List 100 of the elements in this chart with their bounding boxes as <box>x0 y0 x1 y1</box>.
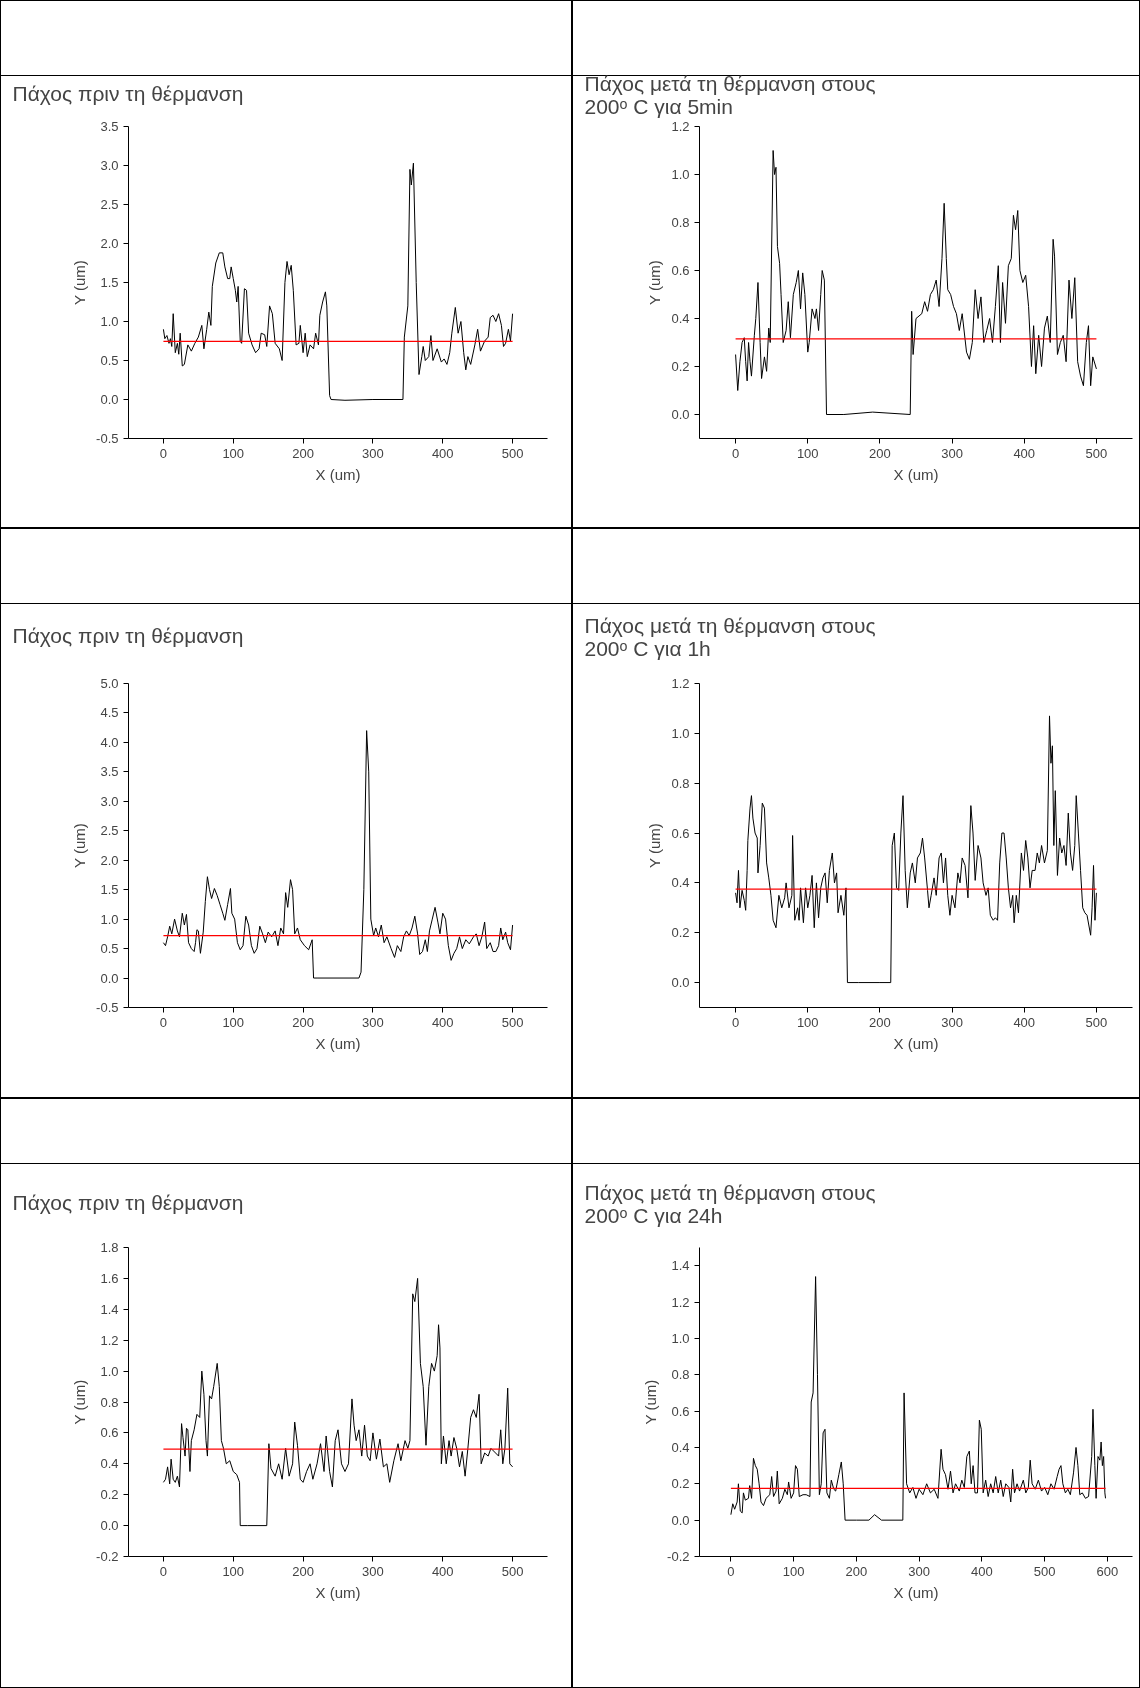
y-tick-label: 0.4 <box>100 1456 119 1472</box>
y-tick-label: 3.5 <box>100 764 119 780</box>
y-tick-label: -0.5 <box>96 431 119 446</box>
x-tick-label: 0 <box>731 445 740 461</box>
y-tick-label: 4.5 <box>100 705 119 721</box>
x-tick-label: 400 <box>431 445 454 461</box>
x-tick-label: 200 <box>845 1563 868 1579</box>
x-tick-label: 100 <box>796 1014 819 1030</box>
x-tick-label: 400 <box>971 1563 993 1579</box>
x-axis-title: X (um) <box>893 1583 939 1601</box>
y-tick-label: 4.0 <box>100 734 119 750</box>
y-tick-label: -0.2 <box>96 1549 119 1564</box>
y-tick-label: 1.2 <box>671 1294 690 1310</box>
y-tick-label: 0.6 <box>671 263 690 278</box>
y-tick-label: -0.2 <box>667 1549 690 1564</box>
y-tick-label: 1.0 <box>100 911 119 927</box>
x-tick-label: 0 <box>731 1014 740 1030</box>
x-tick-label: 400 <box>1013 1014 1036 1030</box>
y-axis-title: Y (um) <box>646 823 664 868</box>
y-tick-label: 3.0 <box>100 793 119 809</box>
y-tick-label: 0.8 <box>100 1394 119 1410</box>
x-tick-label: 500 <box>501 1563 524 1579</box>
y-tick-label: 0.4 <box>671 875 690 891</box>
x-tick-label: 200 <box>869 1014 891 1030</box>
y-tick-label: 0.0 <box>671 1512 690 1528</box>
y-tick-label: 1.0 <box>100 314 119 329</box>
y-axis-title: Y (um) <box>642 1379 660 1425</box>
x-tick-label: 100 <box>222 445 245 461</box>
x-tick-label: 400 <box>431 1014 454 1030</box>
y-tick-label: 0.0 <box>100 1518 119 1534</box>
y-tick-label: 2.0 <box>100 852 119 868</box>
y-tick-label: 5.0 <box>100 676 119 691</box>
y-tick-label: 0.6 <box>671 825 690 841</box>
y-tick-label: 0.8 <box>671 1367 690 1383</box>
y-tick-label: 0.5 <box>100 353 119 368</box>
x-tick-label: 100 <box>782 1563 805 1579</box>
x-tick-label: 300 <box>362 1014 384 1030</box>
x-tick-label: 300 <box>362 1563 384 1579</box>
y-tick-label: 1.5 <box>100 882 119 898</box>
y-tick-label: 0.0 <box>100 392 119 407</box>
y-tick-label: 3.5 <box>100 119 119 134</box>
x-tick-label: 0 <box>159 1014 168 1030</box>
x-tick-label: 300 <box>362 445 384 461</box>
y-axis-title: Y (um) <box>71 260 89 305</box>
y-tick-label: 2.5 <box>100 823 119 839</box>
y-axis-title: Y (um) <box>71 1379 89 1425</box>
x-tick-label: 200 <box>292 445 314 461</box>
y-tick-label: 0.2 <box>100 1487 119 1503</box>
y-axis-title: Y (um) <box>646 260 664 305</box>
y-tick-label: 1.8 <box>100 1240 119 1255</box>
y-tick-label: 0.0 <box>100 970 119 986</box>
x-tick-label: 600 <box>1096 1563 1119 1579</box>
y-tick-label: 1.2 <box>671 119 690 134</box>
x-tick-label: 300 <box>941 445 963 461</box>
y-tick-label: 0.2 <box>671 925 690 941</box>
x-tick-label: 500 <box>501 1014 524 1030</box>
y-axis-title: Y (um) <box>71 823 89 868</box>
y-tick-label: 1.0 <box>671 167 690 182</box>
x-tick-label: 300 <box>908 1563 930 1579</box>
y-tick-label: -0.5 <box>96 1000 119 1015</box>
y-tick-label: 0.6 <box>100 1425 119 1441</box>
y-tick-label: 0.4 <box>671 1439 690 1455</box>
y-tick-label: 3.0 <box>100 158 119 173</box>
chart-title: Πάχος μετά τη θέρμανση στους 200ᵒ C για 24h <box>584 1181 876 1227</box>
y-tick-label: 1.6 <box>100 1270 119 1286</box>
x-axis-title: X (um) <box>893 1034 939 1052</box>
x-axis-title: X (um) <box>315 1034 361 1052</box>
x-tick-label: 200 <box>292 1014 314 1030</box>
chart-title: Πάχος πριν τη θέρμανση <box>12 1191 244 1214</box>
y-tick-label: 0.0 <box>671 407 690 422</box>
y-tick-label: 1.0 <box>100 1363 119 1379</box>
x-tick-label: 400 <box>431 1563 454 1579</box>
chart-title: Πάχος μετά τη θέρμανση στους 200ᵒ C για 1h <box>584 614 876 660</box>
x-tick-label: 300 <box>941 1014 963 1030</box>
chart-title: Πάχος μετά τη θέρμανση στους 200ᵒ C για 5min <box>584 71 876 118</box>
x-tick-label: 0 <box>159 1563 168 1579</box>
x-tick-label: 100 <box>222 1563 245 1579</box>
y-tick-label: 1.2 <box>100 1332 119 1348</box>
y-tick-label: 0.4 <box>671 311 690 326</box>
x-tick-label: 500 <box>501 445 524 461</box>
y-tick-label: 0.8 <box>671 215 690 230</box>
x-tick-label: 500 <box>1085 1014 1108 1030</box>
x-axis-title: X (um) <box>315 1583 361 1601</box>
x-axis-title: X (um) <box>893 465 939 483</box>
chart-title: Πάχος πριν τη θέρμανση <box>12 81 244 105</box>
x-tick-label: 0 <box>159 445 168 461</box>
y-tick-label: 1.0 <box>671 1330 690 1346</box>
x-axis-title: X (um) <box>315 465 361 483</box>
y-tick-label: 1.4 <box>100 1301 119 1317</box>
chart-title: Πάχος πριν τη θέρμανση <box>12 624 244 647</box>
y-tick-label: 1.2 <box>671 676 690 691</box>
x-tick-label: 100 <box>796 445 819 461</box>
x-tick-label: 200 <box>292 1563 314 1579</box>
y-tick-label: 0.5 <box>100 941 119 957</box>
x-tick-label: 200 <box>869 445 891 461</box>
x-tick-label: 0 <box>727 1563 735 1579</box>
y-tick-label: 2.0 <box>100 236 119 251</box>
y-tick-label: 0.0 <box>671 975 690 991</box>
x-tick-label: 500 <box>1085 445 1108 461</box>
y-tick-label: 1.4 <box>671 1258 690 1274</box>
